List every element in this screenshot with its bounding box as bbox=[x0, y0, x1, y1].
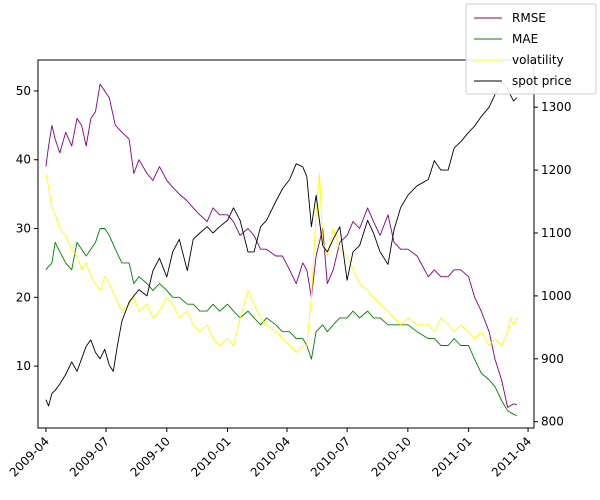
y-right-tick-label: 900 bbox=[541, 352, 564, 366]
legend-box bbox=[465, 3, 597, 95]
y-left-tick-label: 30 bbox=[16, 222, 31, 236]
legend-label: volatility bbox=[512, 53, 564, 67]
y-right-tick-label: 1200 bbox=[541, 163, 572, 177]
legend-label: spot price bbox=[512, 74, 572, 88]
y-left-tick-label: 50 bbox=[16, 84, 31, 98]
y-right-tick-label: 1300 bbox=[541, 100, 572, 114]
y-right-tick-label: 1000 bbox=[541, 289, 572, 303]
series-line-MAE bbox=[45, 228, 517, 417]
plot-frame bbox=[37, 59, 535, 429]
y-right-tick-label: 1100 bbox=[541, 226, 572, 240]
series-line-RMSE bbox=[45, 83, 517, 408]
series-line-volatility bbox=[45, 173, 518, 353]
legend: RMSE MAE volatility spot price bbox=[465, 3, 597, 95]
y-right-tick-label: 800 bbox=[541, 415, 564, 429]
y-left-tick-label: 20 bbox=[16, 290, 31, 304]
y-left-tick-label: 10 bbox=[16, 359, 31, 373]
series-layer bbox=[45, 81, 518, 417]
y-left-tick-label: 40 bbox=[16, 153, 31, 167]
series-line-spot-price bbox=[45, 81, 518, 407]
legend-label: RMSE bbox=[512, 11, 546, 25]
legend-label: MAE bbox=[512, 32, 538, 46]
